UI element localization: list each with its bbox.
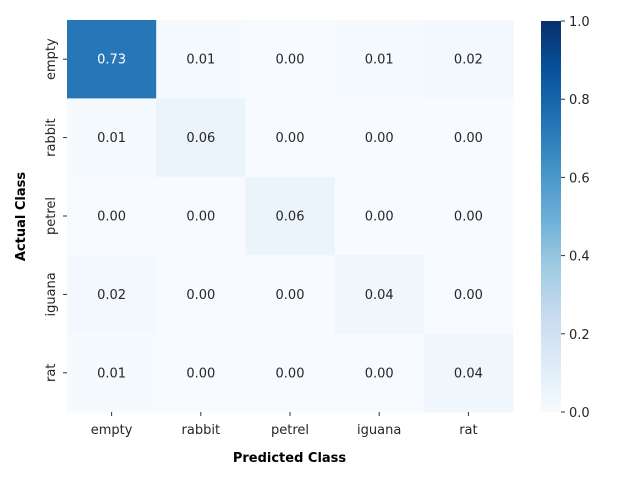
cell-value-label: 0.01 <box>365 53 394 68</box>
y-tick-label: rat <box>44 364 59 382</box>
colorbar-ticks: 0.0 0.2 0.4 0.6 0.8 1.0 <box>561 15 590 421</box>
cell-value-label: 0.00 <box>186 288 215 303</box>
cell-value-label: 0.01 <box>186 53 215 68</box>
x-axis-title: Predicted Class <box>233 451 347 466</box>
heatmap-cell <box>423 333 514 413</box>
heatmap-cell <box>423 20 514 99</box>
colorbar-tick-label: 0.8 <box>569 93 590 108</box>
cell-value-label: 0.00 <box>454 131 483 146</box>
heatmap-cell <box>423 176 514 256</box>
cell-value-label: 0.00 <box>276 288 305 303</box>
heatmap-cell <box>245 333 336 413</box>
colorbar <box>541 21 561 412</box>
heatmap-cell <box>245 255 336 335</box>
cell-value-label: 0.04 <box>365 288 394 303</box>
heatmap-cell <box>67 333 157 413</box>
x-axis-ticks: empty rabbit petrel iguana rat <box>91 412 478 438</box>
heatmap-cell <box>245 176 336 256</box>
colorbar-tick-label: 0.2 <box>569 328 590 343</box>
colorbar-tick-label: 0.6 <box>569 171 590 186</box>
heatmap-cell <box>156 176 246 256</box>
heatmap-cell <box>334 20 425 99</box>
heatmap-cell <box>156 20 246 99</box>
cell-value-label: 0.02 <box>97 288 126 303</box>
cell-value-label: 0.00 <box>454 210 483 225</box>
cell-value-label: 0.06 <box>276 210 305 225</box>
heatmap-cell <box>67 176 157 256</box>
heatmap-cell <box>245 98 336 178</box>
heatmap-cell <box>334 176 425 256</box>
x-tick-label: iguana <box>357 423 401 438</box>
heatmap-cell <box>334 98 425 178</box>
heatmap-cell <box>423 98 514 178</box>
heatmap-cell <box>423 255 514 335</box>
cell-value-label: 0.06 <box>186 131 215 146</box>
heatmap-cell <box>67 98 157 178</box>
y-tick-label: rabbit <box>44 118 59 157</box>
cell-value-label: 0.00 <box>276 131 305 146</box>
cell-value-label: 0.00 <box>276 366 305 381</box>
cell-value-label: 0.73 <box>97 53 126 68</box>
x-tick-label: petrel <box>271 423 309 438</box>
y-axis-title: Actual Class <box>14 172 29 261</box>
heatmap-cell <box>156 98 246 178</box>
y-tick-label: iguana <box>44 272 59 316</box>
cell-value-label: 0.01 <box>97 366 126 381</box>
cell-value-label: 0.01 <box>97 131 126 146</box>
cell-value-label: 0.00 <box>365 366 394 381</box>
heatmap-cell <box>156 255 246 335</box>
heatmap-cell <box>334 333 425 413</box>
cell-value-label: 0.00 <box>186 210 215 225</box>
colorbar-tick-label: 0.4 <box>569 250 590 265</box>
y-tick-label: empty <box>44 38 59 80</box>
heatmap-cell <box>67 20 157 99</box>
heatmap-cells: 0.73 0.01 0.00 0.01 0.02 0.01 0.06 0.00 0.00 0.00… <box>67 20 514 413</box>
cell-value-label: 0.00 <box>276 53 305 68</box>
heatmap-cell <box>156 333 246 413</box>
x-tick-label: rabbit <box>182 423 221 438</box>
heatmap-cell <box>67 255 157 335</box>
heatmap-cell <box>245 20 336 99</box>
heatmap-cell <box>334 255 425 335</box>
y-axis-ticks: empty rabbit petrel iguana rat <box>44 38 67 382</box>
cell-value-label: 0.02 <box>454 53 483 68</box>
cell-value-label: 0.00 <box>365 210 394 225</box>
x-tick-label: empty <box>91 423 133 438</box>
colorbar-tick-label: 0.0 <box>569 406 590 421</box>
x-tick-label: rat <box>459 423 477 438</box>
cell-value-label: 0.00 <box>365 131 394 146</box>
y-tick-label: petrel <box>44 197 59 235</box>
cell-value-label: 0.00 <box>97 210 126 225</box>
cell-value-label: 0.00 <box>186 366 215 381</box>
cell-value-label: 0.04 <box>454 366 483 381</box>
cell-value-label: 0.00 <box>454 288 483 303</box>
colorbar-tick-label: 1.0 <box>569 15 590 30</box>
